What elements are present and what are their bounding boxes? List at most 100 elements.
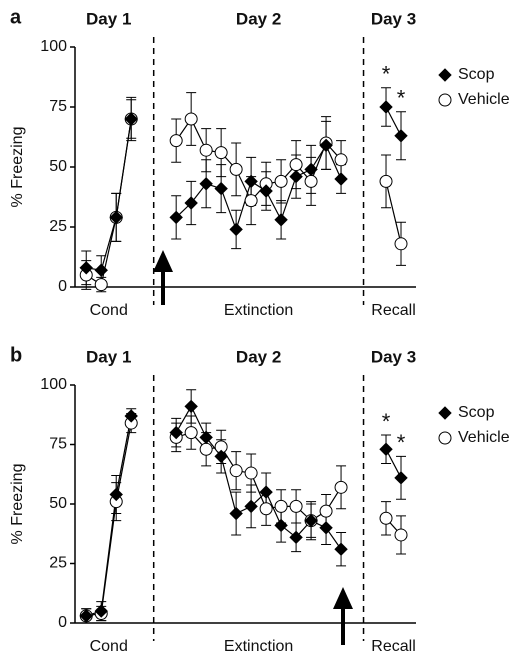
- series-line: [85, 117, 402, 286]
- day-label: Day 3: [371, 9, 416, 28]
- data-point: [259, 184, 273, 198]
- series-line: [86, 422, 402, 617]
- data-point: [274, 213, 288, 227]
- series-line: [86, 106, 402, 271]
- day-label: Day 3: [371, 347, 416, 366]
- data-point: [274, 518, 288, 533]
- data-point: [274, 499, 288, 513]
- legend-marker: [438, 431, 452, 445]
- significance: *: [397, 430, 406, 455]
- data-point: [334, 153, 348, 167]
- phase-label: Cond: [90, 638, 128, 655]
- data-point: [319, 504, 333, 518]
- significance: *: [397, 86, 406, 111]
- data-point: [184, 426, 198, 440]
- data-point: [304, 513, 318, 528]
- y-tick-label: 0: [58, 278, 67, 295]
- data-point: [184, 399, 198, 414]
- panel-label: b: [10, 344, 22, 366]
- day-label: Day 1: [86, 347, 131, 366]
- data-point: [259, 502, 273, 516]
- legend-marker: [438, 406, 452, 420]
- data-point: [199, 430, 213, 445]
- panel-label: a: [10, 6, 22, 28]
- data-point: [214, 181, 228, 196]
- data-point: [169, 210, 183, 225]
- y-tick-label: 75: [49, 436, 67, 453]
- y-tick-label: 100: [40, 376, 67, 393]
- y-tick-label: 25: [49, 555, 67, 572]
- y-tick-label: 50: [49, 495, 67, 512]
- significance: *: [382, 409, 391, 434]
- phase-label: Recall: [371, 638, 415, 655]
- data-point: [259, 485, 273, 499]
- data-point: [319, 138, 333, 153]
- data-point: [109, 487, 123, 502]
- data-point: [94, 604, 108, 618]
- series-line: [86, 405, 402, 617]
- phase-label: Cond: [90, 302, 128, 319]
- data-point: [94, 278, 108, 292]
- day-label: Day 2: [236, 347, 281, 366]
- data-point: [319, 521, 333, 535]
- data-point: [244, 499, 258, 514]
- phase-label: Extinction: [224, 638, 293, 655]
- data-point: [274, 174, 288, 188]
- legend-label: Scop: [458, 66, 495, 83]
- data-point: [379, 174, 393, 188]
- data-point: [304, 174, 318, 188]
- data-point: [79, 261, 93, 275]
- y-tick-label: 0: [58, 614, 67, 631]
- data-point: [289, 158, 303, 172]
- data-point: [394, 237, 408, 251]
- data-point: [394, 528, 408, 542]
- data-point: [184, 196, 198, 210]
- data-point: [379, 511, 393, 525]
- data-point: [334, 480, 348, 494]
- data-point: [199, 143, 213, 157]
- data-point: [229, 506, 243, 521]
- y-axis-label: % Freezing: [9, 127, 26, 208]
- data-point: [244, 174, 258, 189]
- data-point: [289, 530, 303, 545]
- significance: *: [382, 62, 391, 87]
- data-point: [229, 222, 243, 237]
- legend-label: Scop: [458, 404, 495, 421]
- arrow: [333, 587, 353, 645]
- data-point: [229, 162, 243, 176]
- day-label: Day 2: [236, 9, 281, 28]
- data-point: [109, 210, 123, 225]
- data-point: [199, 177, 213, 191]
- data-point: [244, 466, 258, 480]
- data-point: [169, 134, 183, 148]
- phase-label: Recall: [371, 302, 415, 319]
- legend-marker: [438, 93, 452, 107]
- data-point: [184, 112, 198, 126]
- data-point: [124, 112, 138, 126]
- y-axis-label: % Freezing: [9, 464, 26, 545]
- data-point: [79, 609, 93, 623]
- data-point: [244, 194, 258, 208]
- data-point: [124, 409, 138, 423]
- y-tick-label: 25: [49, 218, 67, 235]
- data-point: [379, 442, 393, 456]
- data-point: [94, 263, 108, 277]
- data-point: [334, 172, 348, 186]
- data-point: [229, 464, 243, 478]
- legend-marker: [438, 68, 452, 82]
- day-label: Day 1: [86, 9, 131, 28]
- data-point: [199, 442, 213, 456]
- y-tick-label: 75: [49, 98, 67, 115]
- legend-label: Vehicle: [458, 429, 510, 446]
- phase-label: Extinction: [224, 302, 293, 319]
- legend-label: Vehicle: [458, 91, 510, 108]
- data-point: [334, 542, 348, 556]
- data-point: [214, 146, 228, 160]
- data-point: [169, 425, 183, 440]
- y-tick-label: 100: [40, 38, 67, 55]
- data-point: [379, 100, 393, 114]
- data-point: [394, 129, 408, 143]
- data-point: [289, 169, 303, 184]
- data-point: [304, 162, 318, 177]
